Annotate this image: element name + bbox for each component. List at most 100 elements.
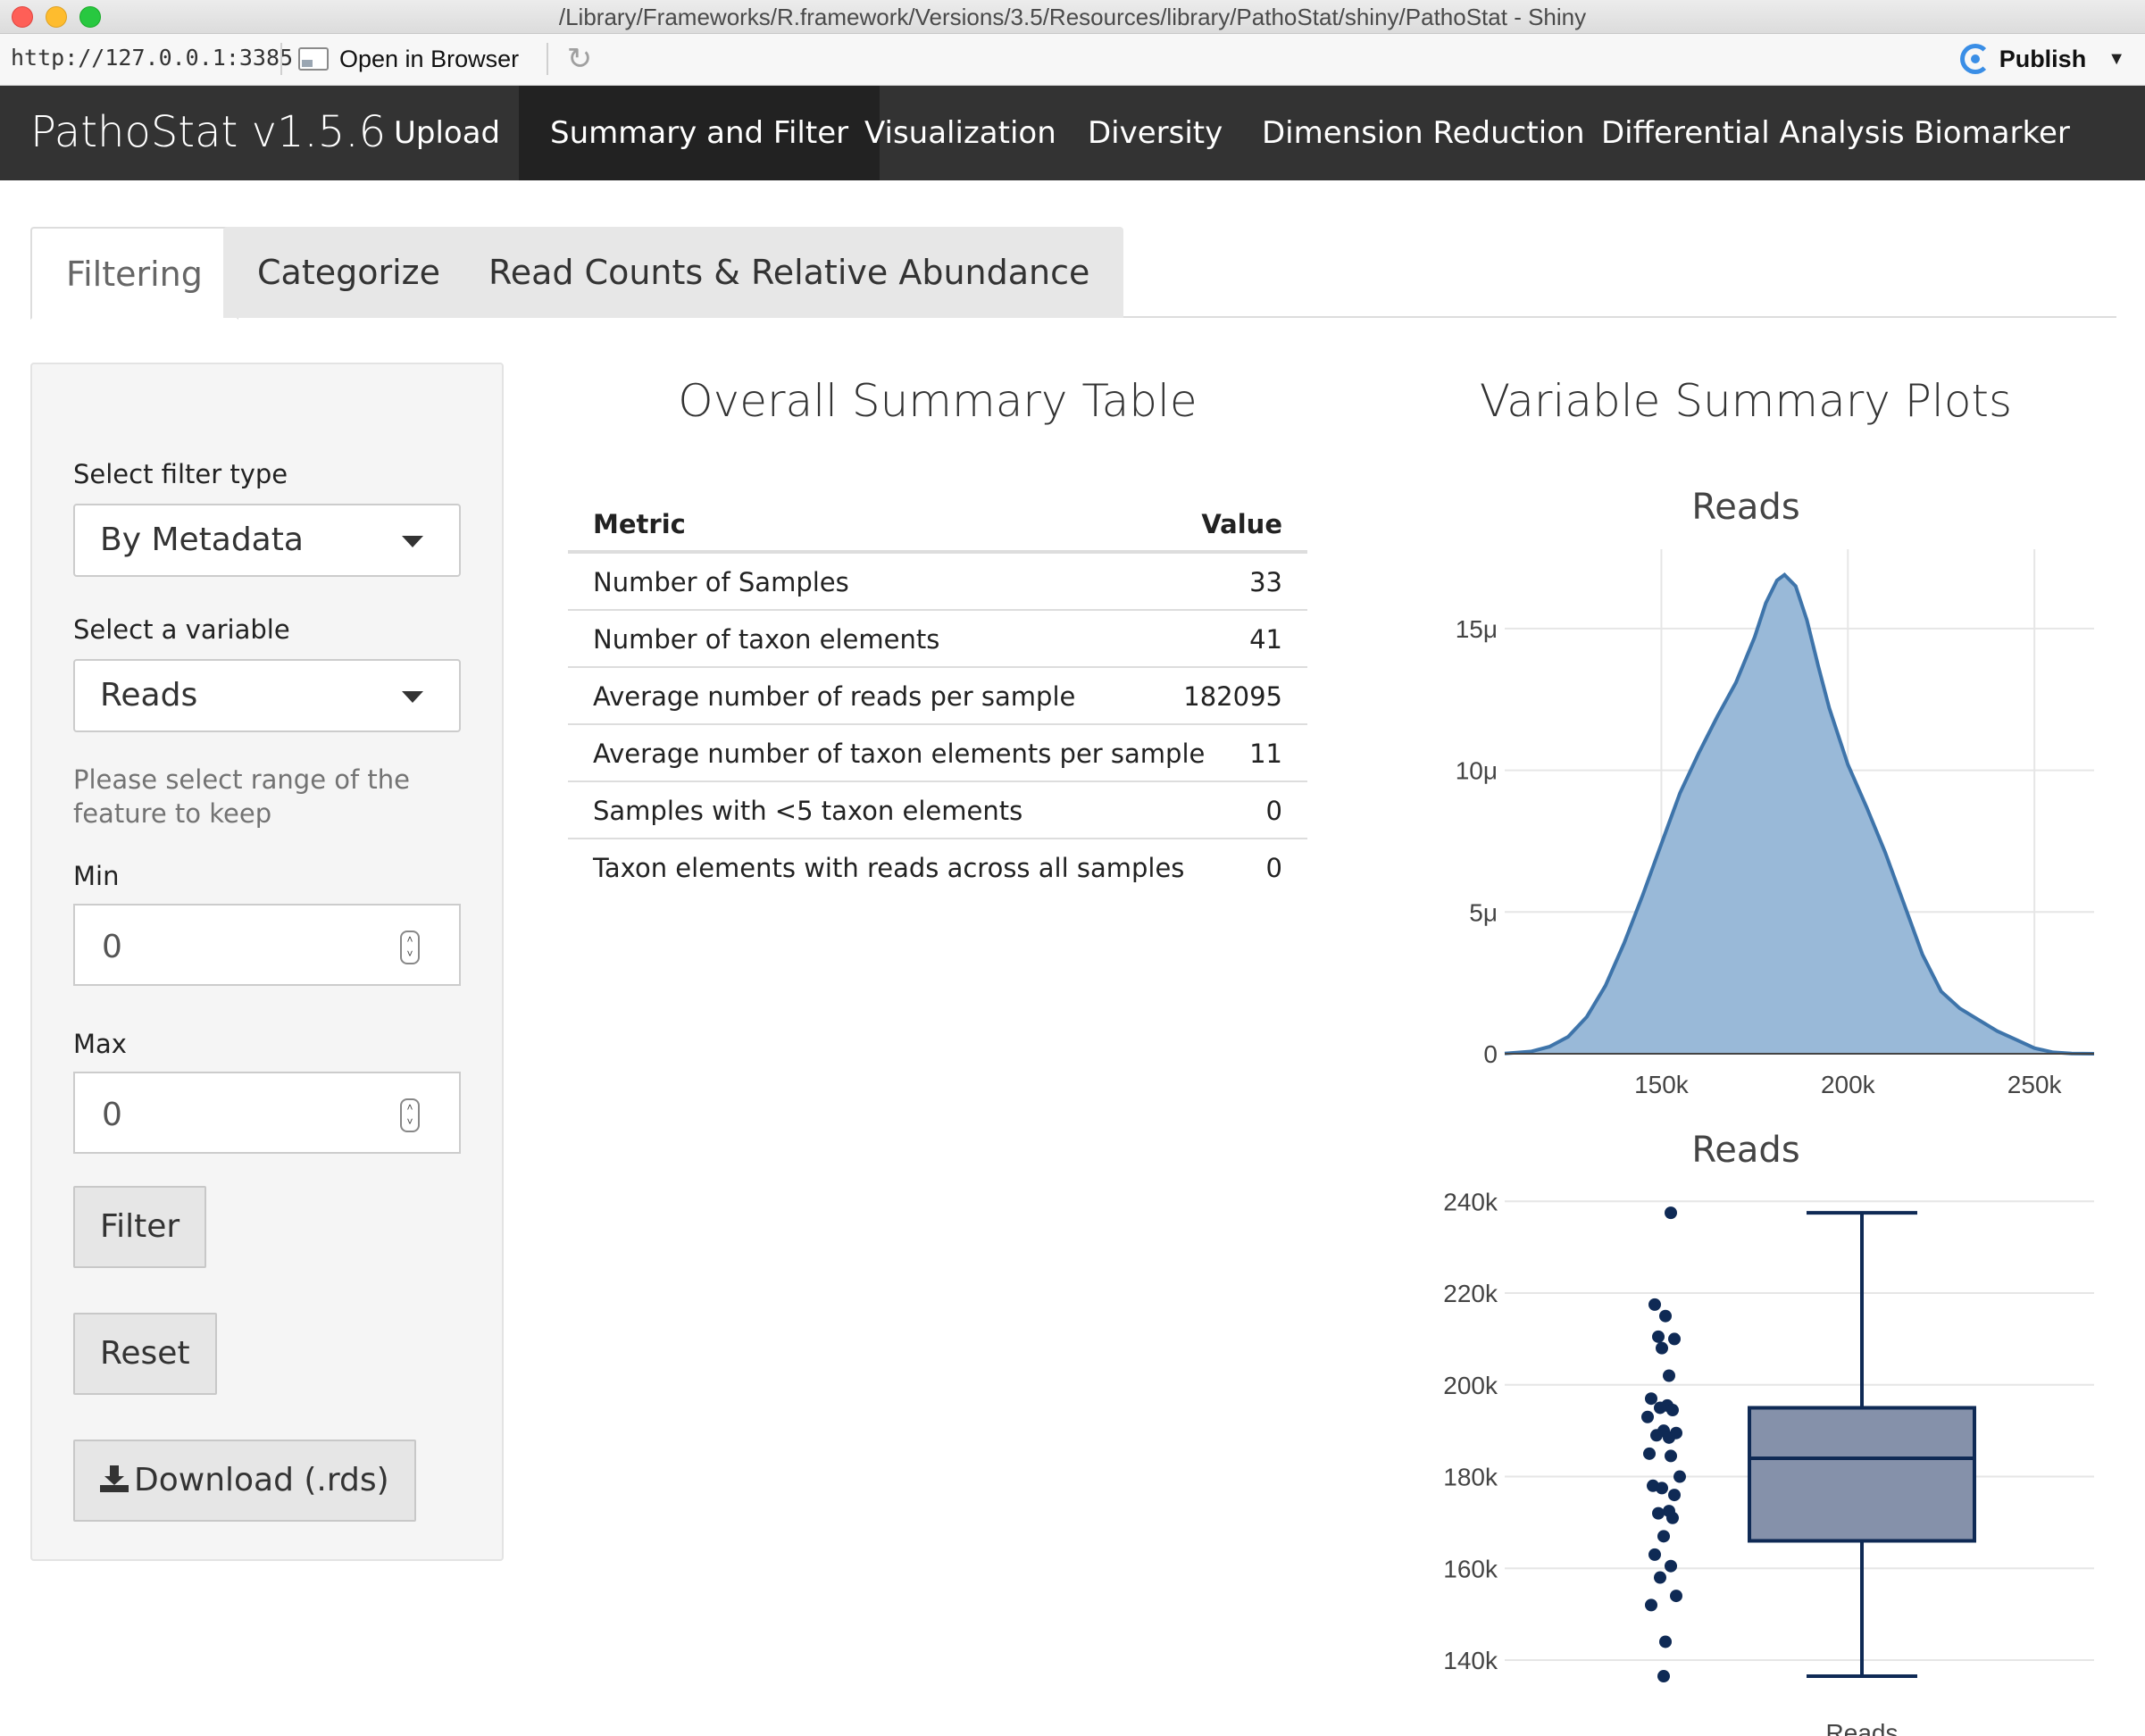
data-point — [1656, 1481, 1668, 1495]
metric-cell: Average number of reads per sample — [593, 681, 1076, 712]
nav-upload[interactable]: Upload — [394, 115, 501, 151]
max-input[interactable]: 0 ˄ ˅ — [73, 1072, 461, 1154]
data-point — [1670, 1590, 1682, 1603]
density-line — [1504, 572, 2095, 1056]
publish-label: Publish — [1999, 45, 2087, 72]
nav-summary-and-filter[interactable]: Summary and Filter — [519, 86, 881, 180]
filter-button[interactable]: Filter — [73, 1186, 207, 1268]
tab-read-counts[interactable]: Read Counts & Relative Abundance — [455, 227, 1124, 318]
metric-cell: Taxon elements with reads across all sam… — [593, 853, 1185, 883]
y-tick-label: 140k — [1443, 1647, 1498, 1674]
data-point — [1643, 1447, 1656, 1460]
dropdown-arrow-icon — [402, 536, 423, 547]
filter-type-select[interactable]: By Metadata — [73, 504, 461, 577]
variable-select[interactable]: Reads — [73, 659, 461, 732]
stepper-icon[interactable]: ˄ ˅ — [400, 1098, 420, 1132]
category-label: Reads — [1826, 1719, 1899, 1736]
y-tick-label: 160k — [1443, 1555, 1498, 1582]
app-navbar: PathoStat v1.5.6 Upload Summary and Filt… — [0, 86, 2145, 180]
x-tick-label: 150k — [1634, 1071, 1690, 1098]
y-tick-label: 240k — [1443, 1188, 1498, 1215]
data-point — [1650, 1429, 1663, 1442]
minimize-window-button[interactable] — [46, 6, 67, 28]
filter-tabs: Filtering Categorize Read Counts & Relat… — [30, 227, 2116, 320]
table-row: Taxon elements with reads across all sam… — [568, 839, 1307, 897]
data-point — [1663, 1369, 1675, 1382]
data-point — [1659, 1309, 1672, 1323]
max-value: 0 — [102, 1097, 122, 1133]
metric-cell: Samples with <5 taxon elements — [593, 796, 1023, 826]
tab-categorize[interactable]: Categorize — [223, 227, 474, 318]
data-point — [1668, 1489, 1681, 1502]
data-point — [1641, 1410, 1654, 1423]
summary-table-title: Overall Summary Table — [678, 375, 1198, 427]
window-title: /Library/Frameworks/R.framework/Versions… — [558, 4, 1587, 30]
data-point — [1648, 1298, 1661, 1311]
table-header: Metric Value — [568, 497, 1307, 554]
data-point — [1652, 1506, 1665, 1520]
density-area — [1505, 574, 2094, 1054]
data-point — [1665, 1206, 1677, 1220]
column-header-value: Value — [1201, 509, 1282, 539]
nav-differential-analysis[interactable]: Differential Analysis — [1601, 115, 1905, 151]
data-point — [1656, 1341, 1668, 1355]
url-display: http://127.0.0.1:3385 — [11, 45, 294, 71]
toolbar-separator — [547, 43, 548, 75]
zoom-window-button[interactable] — [79, 6, 101, 28]
app-brand: PathoStat v1.5.6 — [30, 107, 387, 157]
min-value: 0 — [102, 929, 122, 965]
dropdown-arrow-icon — [402, 691, 423, 703]
y-tick-label: 220k — [1443, 1280, 1498, 1307]
nav-dimension-reduction[interactable]: Dimension Reduction — [1262, 115, 1585, 151]
y-tick-label: 15μ — [1456, 615, 1498, 643]
value-cell: 0 — [1265, 796, 1282, 826]
y-tick-label: 200k — [1443, 1372, 1498, 1399]
column-header-metric: Metric — [593, 509, 686, 539]
publish-icon — [1959, 44, 1991, 74]
data-point — [1663, 1431, 1675, 1444]
download-icon — [100, 1465, 129, 1492]
range-help-line: feature to keep — [73, 798, 272, 829]
metric-cell: Number of Samples — [593, 567, 849, 597]
data-point — [1648, 1548, 1661, 1561]
y-tick-label: 5μ — [1469, 898, 1498, 926]
y-tick-label: 10μ — [1456, 757, 1498, 785]
close-window-button[interactable] — [12, 6, 33, 28]
range-help-line: Please select range of the — [73, 764, 411, 795]
data-point — [1666, 1404, 1679, 1417]
summary-table: Metric Value Number of Samples 33 Number… — [568, 497, 1307, 897]
stepper-icon[interactable]: ˄ ˅ — [400, 931, 420, 964]
range-help-text: Please select range of the feature to ke… — [73, 763, 410, 830]
data-point — [1645, 1598, 1657, 1612]
plots-section-title: Variable Summary Plots — [1479, 375, 2013, 427]
table-row: Average number of reads per sample 18209… — [568, 668, 1307, 725]
chevron-down-icon[interactable]: ▼ — [2107, 48, 2125, 69]
publish-button[interactable]: Publish ▼ — [1959, 41, 2125, 77]
refresh-icon[interactable]: ↻ — [566, 42, 593, 76]
data-point — [1657, 1670, 1670, 1683]
density-plot[interactable]: 0 5μ 10μ 15μ 150k 200k 250k — [1411, 536, 2107, 1107]
value-cell: 182095 — [1183, 681, 1282, 712]
data-point — [1668, 1332, 1681, 1346]
value-cell: 0 — [1265, 853, 1282, 883]
open-in-browser-button[interactable]: Open in Browser — [298, 41, 519, 77]
data-point — [1654, 1401, 1666, 1415]
min-input[interactable]: 0 ˄ ˅ — [73, 904, 461, 986]
nav-diversity[interactable]: Diversity — [1088, 115, 1223, 151]
download-button[interactable]: Download (.rds) — [73, 1440, 416, 1522]
filter-type-label: Select filter type — [73, 459, 288, 489]
box-plot[interactable]: 140k 160k 180k 200k 220k 240k Reads — [1411, 1179, 2107, 1736]
data-point — [1657, 1530, 1670, 1543]
value-cell: 11 — [1249, 739, 1282, 769]
variable-label: Select a variable — [73, 614, 290, 645]
data-point — [1666, 1511, 1679, 1524]
open-in-browser-icon — [298, 47, 329, 71]
nav-visualization[interactable]: Visualization — [864, 115, 1056, 151]
nav-biomarker[interactable]: Biomarker — [1914, 115, 2070, 151]
reset-button[interactable]: Reset — [73, 1313, 217, 1395]
variable-value: Reads — [100, 677, 198, 714]
table-row: Average number of taxon elements per sam… — [568, 725, 1307, 782]
tab-filtering[interactable]: Filtering — [30, 227, 238, 320]
download-label: Download (.rds) — [134, 1462, 389, 1498]
max-label: Max — [73, 1029, 127, 1059]
